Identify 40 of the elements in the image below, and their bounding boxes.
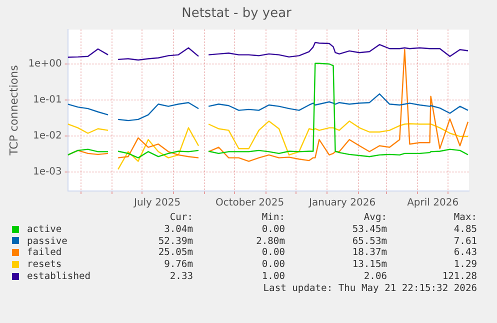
y-tick-label: 1e-02 [32,130,62,142]
y-axis-title: TCP connections [7,64,20,156]
text: 2.80m [255,236,285,248]
text: Last update: Thu May 21 22:15:32 2026 [262,282,477,295]
text: Avg: [362,212,387,224]
x-tick-label: July 2025 [132,198,181,209]
text: 65.53m [351,236,387,248]
legend-label: failed [26,247,63,260]
text: 52.39m [157,236,193,248]
text: 2.33 [168,270,193,283]
text: 4.85 [452,224,477,236]
x-tick-label: October 2025 [215,198,284,209]
text: 0.00 [260,259,285,271]
text: 9.76m [163,259,193,271]
legend-label: established [26,270,92,283]
x-tick-label: April 2026 [407,198,459,209]
y-tick-label: 1e-03 [32,166,62,178]
x-tick-label: January 2026 [308,198,376,209]
legend-label: passive [26,236,68,248]
legend-label: resets [26,259,63,271]
text: 1.00 [260,270,285,283]
text: 13.15m [351,259,387,271]
text: 0.00 [260,224,285,236]
y-tick-label: 1e-01 [32,94,62,106]
y-tick-label: 1e+00 [28,58,62,70]
text: Max: [452,212,477,224]
legend-label: active [26,224,63,236]
text: 2.06 [362,270,387,283]
text: 6.43 [452,247,477,260]
text: Min: [260,212,285,224]
text: 121.28 [441,270,477,283]
text: 1.29 [452,259,477,271]
text: 25.05m [157,247,193,260]
text: 3.04m [163,224,193,236]
chart-title: Netstat - by year [182,6,292,22]
text: 18.37m [351,247,387,260]
text: 53.45m [351,224,387,236]
text: 0.00 [260,247,285,260]
text: 7.61 [452,236,477,248]
text: Cur: [168,212,193,224]
